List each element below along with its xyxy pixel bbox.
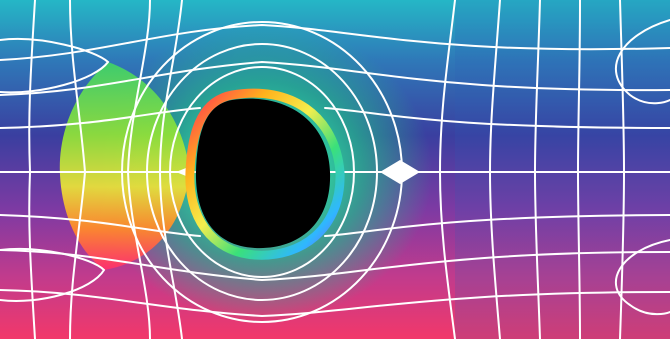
black-hole-shadow bbox=[195, 98, 331, 249]
right-band bbox=[455, 0, 670, 339]
photon-ring bbox=[185, 88, 345, 260]
